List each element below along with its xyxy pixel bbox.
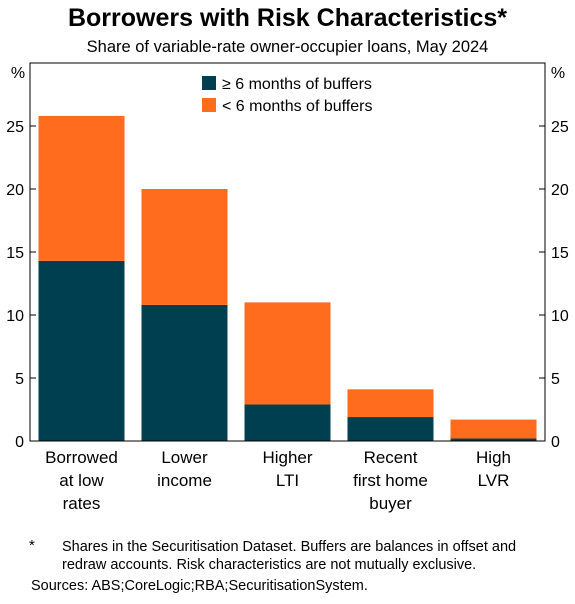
x-category-label-2-line-1: LTI	[276, 471, 299, 490]
chart-subtitle: Share of variable-rate owner-occupier lo…	[86, 38, 489, 56]
x-category-label-4-line-1: LVR	[478, 471, 510, 490]
bar-segment-buffers-under6-0	[38, 115, 125, 261]
x-category-label-0-line-2: rates	[63, 494, 101, 513]
chart-title: Borrowers with Risk Characteristics*	[67, 4, 508, 32]
x-axis-labels: Borrowed at low rates Lower income Higher LTI R…	[45, 448, 511, 513]
x-category-label-0-line-1: at low	[59, 471, 104, 490]
y-tick-label-right: 5	[551, 371, 560, 388]
bar-segment-buffers-6plus-1	[141, 304, 228, 441]
legend-swatch-1	[202, 98, 216, 112]
x-category-label-3-line-2: buyer	[369, 494, 412, 513]
y-tick-label-right: 20	[551, 182, 569, 199]
y-tick-label-left: 15	[6, 245, 24, 262]
y-tick-label-right: 0	[551, 434, 560, 451]
bar-segment-buffers-under6-2	[244, 302, 331, 405]
x-category-label-3-line-1: first home	[353, 471, 428, 490]
y-unit-left: %	[11, 65, 25, 82]
bar-segment-buffers-6plus-3	[347, 417, 434, 441]
y-tick-label-left: 25	[6, 119, 24, 136]
x-category-label-1-line-0: Lower	[161, 448, 208, 467]
legend-label-0: ≥ 6 months of buffers	[222, 76, 372, 93]
x-category-label-1-line-1: income	[157, 471, 212, 490]
legend-label-1: < 6 months of buffers	[222, 98, 372, 115]
x-category-label-3-line-0: Recent	[364, 448, 418, 467]
y-tick-label-left: 10	[6, 308, 24, 325]
bar-segment-buffers-6plus-4	[450, 438, 537, 441]
bar-segment-buffers-6plus-0	[38, 260, 125, 441]
bar-segment-buffers-6plus-2	[244, 404, 331, 441]
legend: ≥ 6 months of buffers < 6 months of buffe…	[202, 76, 372, 115]
sources: Sources: ABS;CoreLogic;RBA;Securitisatio…	[31, 578, 368, 594]
legend-swatch-0	[202, 76, 216, 90]
y-tick-label-right: 10	[551, 308, 569, 325]
y-axes: 0 0 5 5 10 10 15 15 20 20 25 25	[6, 119, 569, 451]
y-unit-right: %	[551, 65, 565, 82]
y-tick-label-left: 20	[6, 182, 24, 199]
bar-segment-buffers-under6-3	[347, 389, 434, 418]
x-category-label-2-line-0: Higher	[262, 448, 312, 467]
bar-segment-buffers-under6-4	[450, 419, 537, 439]
footnote-mark: *	[29, 537, 35, 554]
bar-segment-buffers-under6-1	[141, 189, 228, 305]
x-category-label-0-line-0: Borrowed	[45, 448, 118, 467]
bars-layer	[38, 115, 537, 441]
y-tick-label-right: 25	[551, 119, 569, 136]
y-tick-label-left: 0	[15, 434, 24, 451]
y-tick-label-right: 15	[551, 245, 569, 262]
x-category-label-4-line-0: High	[476, 448, 511, 467]
footnote-text: Shares in the Securitisation Dataset. Bu…	[62, 539, 517, 573]
y-tick-label-left: 5	[15, 371, 24, 388]
